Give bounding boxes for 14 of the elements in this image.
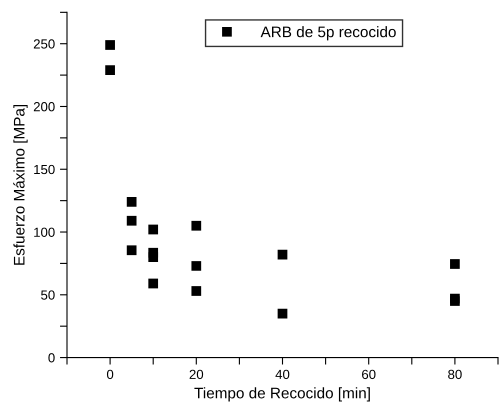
x-tick-label: 40 — [275, 370, 290, 380]
y-tick-label: 250 — [34, 39, 55, 49]
y-tick-label: 150 — [34, 164, 55, 174]
y-tick-label: 200 — [34, 102, 55, 112]
legend-label: ARB de 5p recocido — [260, 26, 396, 40]
x-tick-label: 20 — [190, 370, 204, 380]
y-axis-title: Esfuerzo Máximo [MPa] — [13, 104, 28, 265]
x-tick-label: 60 — [362, 370, 376, 380]
x-axis-title: Tiempo de Recocido [min] — [194, 387, 370, 402]
x-tick-label: 80 — [448, 370, 462, 380]
x-tick-label: 0 — [106, 370, 114, 380]
y-tick-label: 0 — [48, 353, 55, 362]
y-tick-label: 100 — [34, 228, 55, 237]
y-tick-label: 50 — [41, 290, 55, 300]
